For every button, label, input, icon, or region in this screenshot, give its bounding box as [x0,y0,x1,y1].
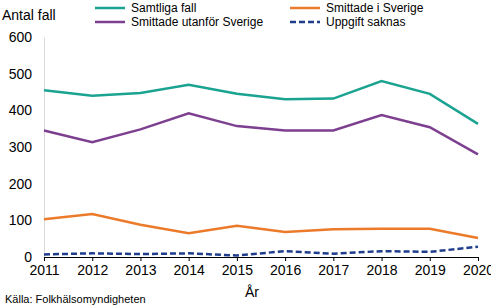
chart: 0100200300400500600201120122013201420152… [0,0,491,308]
x-tick-label: 2012 [77,262,108,278]
x-tick-label: 2019 [415,262,446,278]
x-tick-label: 2011 [29,262,59,278]
x-tick: 2020 [463,257,491,278]
x-axis-title: År [245,284,259,300]
y-tick-label: 500 [9,66,33,82]
x-tick-label: 2013 [125,262,156,278]
x-tick-mark [430,257,431,261]
legend-item: Uppgift saknas [290,15,405,29]
x-tick-label: 2015 [222,262,253,278]
series-line [44,247,478,256]
y-tick: 400 [9,102,44,118]
lines [44,81,478,256]
series-line [44,81,478,124]
y-tick-label: 300 [9,139,33,155]
y-tick: 600 [9,29,44,45]
source: Källa: Folkhälsomyndigheten [5,293,146,305]
y-tick-label: 100 [9,212,33,228]
legend-swatch [290,21,320,24]
legend: Samtliga fall Smittade i Sverige Smittade … [95,1,424,29]
x-axis: 2011 2012 2013 2014 2015 2016 2017 2018 2019 2020 [29,257,491,278]
x-tick: 2014 [174,257,205,278]
y-tick: 200 [9,176,44,192]
y-tick: 100 [9,212,44,228]
x-tick-mark [92,257,93,261]
x-tick: 2013 [125,257,156,278]
x-tick-mark [382,257,383,261]
y-tick-label: 400 [9,102,33,118]
x-tick-label: 2017 [318,262,349,278]
y-tick: 500 [9,66,44,82]
x-tick: 2015 [222,257,253,278]
legend-swatch [95,21,125,24]
legend-label: Smittade utanför Sverige [131,15,263,29]
y-tick-label: 200 [9,176,33,192]
y-axis-title: Antal fall [2,7,56,23]
legend-item: Samtliga fall [95,1,196,15]
legend-label: Uppgift saknas [326,15,405,29]
legend-label: Smittade i Sverige [326,1,424,15]
legend-swatch [95,7,125,10]
y-axis: 0100200300400500600 [9,29,45,265]
x-tick-mark [333,257,334,261]
legend-label: Samtliga fall [131,1,196,15]
x-tick: 2019 [415,257,446,278]
x-tick-mark [140,257,141,261]
x-tick: 2018 [366,257,397,278]
x-tick-label: 2014 [174,262,205,278]
series-line [44,113,478,154]
y-tick-label: 600 [9,29,33,45]
legend-item: Smittade i Sverige [290,1,424,15]
series-line [44,214,478,238]
x-tick-mark [44,257,45,261]
x-axis-line [45,258,479,262]
x-tick: 2016 [270,257,301,278]
x-tick-label: 2020 [463,262,491,278]
legend-swatch [290,7,320,10]
y-tick: 300 [9,139,44,155]
x-tick: 2012 [77,257,108,278]
x-tick-label: 2016 [270,262,301,278]
x-tick-label: 2018 [366,262,397,278]
x-tick-mark [285,257,286,261]
y-axis-line [44,38,45,258]
x-tick: 2011 [29,257,59,278]
x-tick: 2017 [318,257,349,278]
x-tick-mark [237,257,238,261]
x-tick-mark [478,257,479,261]
legend-item: Smittade utanför Sverige [95,15,263,29]
x-tick-mark [189,257,190,261]
